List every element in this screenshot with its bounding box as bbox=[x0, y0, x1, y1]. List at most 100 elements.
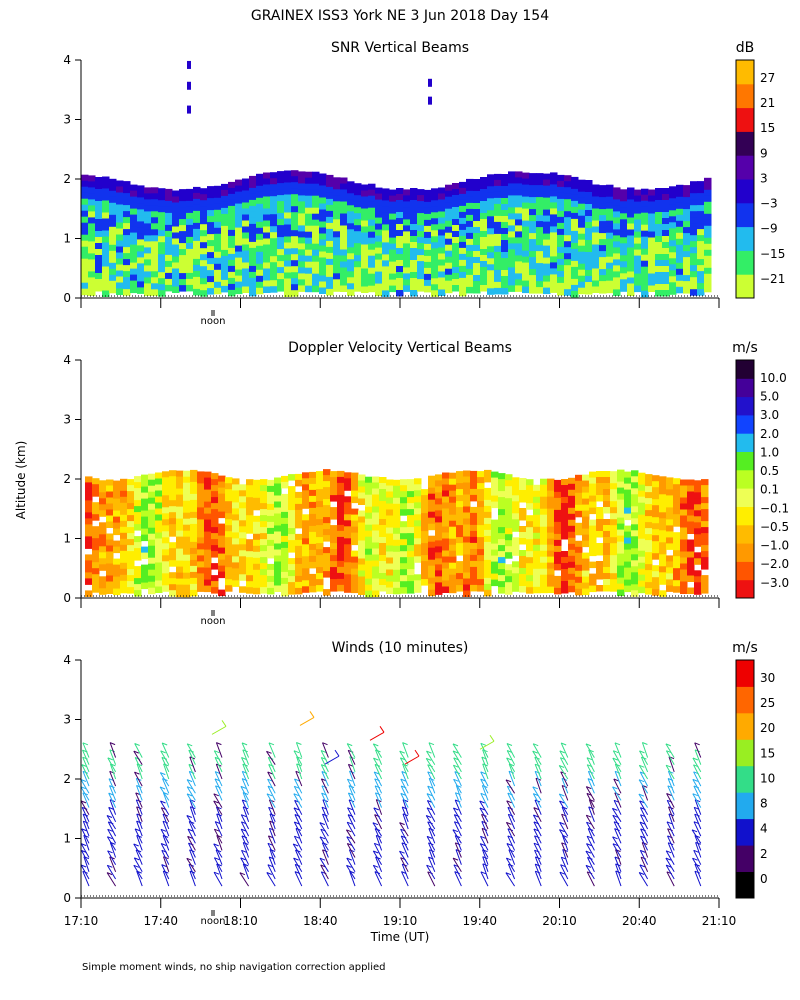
velocity-cell bbox=[687, 587, 695, 594]
snr-cell bbox=[375, 217, 383, 225]
snr-cell bbox=[88, 289, 96, 296]
snr-cell bbox=[382, 236, 390, 243]
wind-barb bbox=[482, 749, 489, 765]
velocity-cell bbox=[414, 520, 422, 527]
velocity-cell bbox=[211, 545, 219, 552]
snr-cell bbox=[207, 282, 215, 289]
colorbar-winds-tick: 0 bbox=[760, 872, 768, 886]
snr-cell bbox=[137, 227, 145, 234]
snr-cell bbox=[438, 199, 446, 206]
velocity-cell bbox=[351, 478, 359, 486]
colorbar-snr-segment bbox=[736, 179, 754, 204]
snr-cell bbox=[459, 217, 467, 225]
velocity-cell bbox=[351, 496, 359, 504]
snr-cell bbox=[277, 219, 285, 226]
wind-barb bbox=[347, 750, 356, 765]
velocity-cell bbox=[631, 494, 639, 501]
snr-cell bbox=[690, 241, 698, 248]
wind-barb bbox=[480, 771, 489, 787]
snr-cell bbox=[641, 212, 649, 220]
snr-cell bbox=[319, 173, 327, 180]
velocity-cell bbox=[260, 515, 268, 522]
snr-cell bbox=[536, 215, 544, 222]
wind-barb bbox=[532, 786, 542, 801]
velocity-cell bbox=[176, 542, 184, 550]
velocity-cell bbox=[155, 580, 163, 587]
velocity-cell bbox=[568, 519, 576, 527]
snr-cell bbox=[697, 211, 705, 218]
snr-cell bbox=[284, 182, 292, 189]
snr-cell bbox=[312, 285, 320, 293]
snr-cell bbox=[459, 193, 467, 201]
velocity-cell bbox=[309, 471, 317, 479]
velocity-cell bbox=[421, 501, 429, 508]
velocity-cell bbox=[666, 483, 674, 490]
snr-cell bbox=[81, 216, 89, 224]
wind-barb bbox=[480, 793, 489, 808]
wind-barb-flag bbox=[372, 822, 379, 826]
wind-barb-flag bbox=[319, 836, 326, 840]
wind-barb-flag bbox=[214, 828, 220, 832]
velocity-cell bbox=[85, 494, 93, 501]
snr-cell bbox=[319, 221, 327, 228]
wind-barb bbox=[481, 756, 489, 773]
snr-cell bbox=[305, 201, 313, 209]
velocity-cell bbox=[99, 534, 107, 541]
wind-barb bbox=[612, 843, 622, 858]
snr-cell bbox=[578, 227, 586, 235]
velocity-cell bbox=[393, 497, 401, 505]
snr-cell bbox=[606, 190, 614, 198]
velocity-cell bbox=[253, 521, 261, 529]
velocity-cell bbox=[442, 586, 450, 593]
velocity-cell bbox=[106, 569, 114, 576]
velocity-cell bbox=[540, 568, 548, 576]
wind-barb bbox=[587, 771, 595, 787]
snr-cell bbox=[599, 209, 607, 216]
velocity-cell bbox=[484, 505, 492, 513]
velocity-cell bbox=[211, 581, 219, 588]
velocity-cell bbox=[120, 502, 128, 510]
snr-cell bbox=[116, 258, 124, 265]
snr-cell bbox=[606, 286, 614, 294]
snr-cell bbox=[242, 280, 250, 287]
wind-barb-flag bbox=[665, 743, 672, 747]
velocity-cell bbox=[246, 479, 254, 486]
snr-cell bbox=[683, 191, 691, 198]
snr-cell bbox=[179, 267, 187, 274]
snr-cell bbox=[312, 207, 320, 215]
snr-cell bbox=[529, 209, 537, 216]
velocity-cell bbox=[85, 500, 93, 507]
snr-cell bbox=[249, 217, 257, 225]
velocity-cell bbox=[400, 521, 408, 528]
velocity-cell bbox=[449, 538, 457, 546]
velocity-cell bbox=[218, 541, 226, 549]
wind-barb bbox=[401, 771, 409, 787]
snr-cell bbox=[368, 189, 376, 197]
wind-barb bbox=[240, 814, 250, 830]
snr-cell bbox=[522, 280, 530, 288]
velocity-cell bbox=[106, 521, 114, 528]
snr-cell bbox=[578, 245, 586, 253]
velocity-cell bbox=[204, 585, 212, 593]
snr-cell bbox=[102, 200, 110, 207]
velocity-cell bbox=[162, 555, 170, 562]
velocity-cell bbox=[330, 555, 338, 562]
velocity-cell bbox=[505, 564, 513, 571]
velocity-cell bbox=[120, 586, 128, 594]
wind-barb bbox=[134, 771, 143, 787]
wind-barb bbox=[240, 828, 250, 844]
wind-barb-flag bbox=[666, 864, 672, 868]
snr-cell bbox=[466, 250, 474, 258]
velocity-cell bbox=[694, 528, 702, 535]
wind-barb bbox=[81, 864, 90, 880]
velocity-cell bbox=[246, 569, 254, 576]
snr-cell bbox=[270, 184, 278, 191]
velocity-cell bbox=[323, 487, 331, 494]
wind-barb bbox=[614, 742, 622, 758]
velocity-cell bbox=[519, 532, 527, 539]
wind-barb-flag bbox=[612, 757, 618, 761]
velocity-cell bbox=[659, 554, 667, 561]
velocity-cell bbox=[484, 469, 492, 477]
snr-cell bbox=[389, 195, 397, 203]
snr-cell bbox=[333, 195, 341, 202]
